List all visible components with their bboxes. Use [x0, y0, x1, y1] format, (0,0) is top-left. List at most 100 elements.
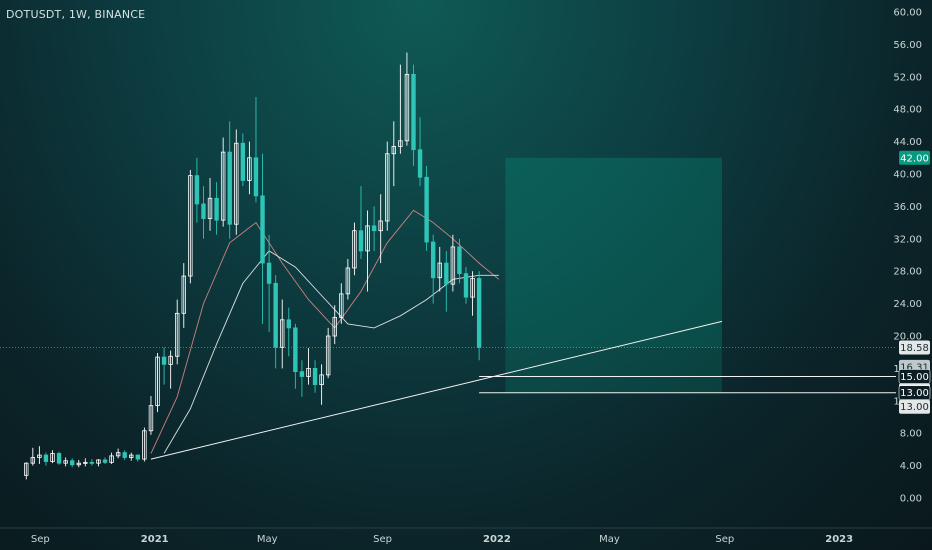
- candle: [398, 64, 403, 154]
- y-tick-label: 36.00: [893, 202, 922, 213]
- candle: [214, 182, 219, 235]
- candle-body: [398, 140, 403, 147]
- candle: [312, 360, 318, 393]
- candle-body: [69, 460, 75, 466]
- candle: [201, 186, 206, 239]
- x-tick-label: 2022: [483, 534, 511, 545]
- candle-body: [175, 312, 180, 357]
- candle-body: [30, 457, 36, 464]
- candle: [404, 52, 410, 146]
- candle-body: [181, 275, 186, 314]
- candle-body: [470, 278, 475, 298]
- candle: [411, 64, 416, 166]
- price-label: 18.58: [899, 340, 930, 355]
- candle-body: [293, 327, 298, 373]
- candle: [30, 447, 36, 466]
- candle: [365, 210, 370, 292]
- candle: [188, 169, 193, 284]
- y-tick-label: 40.00: [893, 170, 922, 181]
- candle-body: [247, 157, 252, 181]
- candle: [109, 452, 114, 464]
- candle-body: [207, 197, 213, 219]
- candle-body: [306, 367, 311, 377]
- trendline: [150, 320, 723, 460]
- candle-body: [201, 203, 206, 219]
- candle: [234, 129, 239, 235]
- candle-body: [96, 459, 101, 464]
- candle: [332, 305, 337, 345]
- candle-body: [352, 230, 357, 269]
- candle: [339, 283, 344, 324]
- candle-body: [76, 462, 81, 466]
- price-label-text: 13.00: [900, 388, 929, 399]
- candle-body: [234, 142, 239, 225]
- candle: [352, 222, 357, 276]
- candle-body: [325, 335, 331, 376]
- candle: [345, 259, 351, 300]
- price-label: 42.00: [899, 150, 930, 165]
- price-label: 13.00: [899, 399, 930, 414]
- candle: [76, 459, 81, 468]
- x-tick-label: 2021: [141, 534, 169, 545]
- candle-body: [135, 454, 141, 460]
- y-tick-label: 0.00: [900, 494, 922, 505]
- candle-body: [339, 293, 344, 318]
- candle-body: [437, 262, 442, 279]
- candle-body: [227, 151, 232, 225]
- candle-body: [411, 73, 416, 151]
- candle: [168, 350, 173, 389]
- candle: [148, 395, 154, 435]
- candle: [220, 137, 226, 227]
- candle: [89, 459, 95, 466]
- candle-body: [332, 316, 337, 337]
- candle-body: [444, 262, 449, 285]
- candle: [63, 457, 68, 467]
- y-tick-label: 52.00: [893, 72, 922, 83]
- candle-body: [102, 459, 108, 463]
- candle: [371, 206, 377, 251]
- candle: [273, 275, 278, 369]
- x-tick-label: May: [257, 534, 278, 545]
- candle: [266, 234, 272, 332]
- candle: [437, 246, 442, 292]
- candle: [96, 459, 101, 467]
- candle: [175, 299, 180, 365]
- candle-body: [319, 374, 324, 386]
- candle: [155, 353, 160, 413]
- candle: [299, 360, 305, 397]
- candle-body: [312, 367, 318, 385]
- candle: [24, 462, 29, 480]
- price-label: 13.00: [898, 385, 931, 401]
- candle: [253, 97, 259, 203]
- candle: [325, 327, 331, 379]
- moving-average-line-2: [163, 250, 499, 454]
- candle: [417, 117, 423, 187]
- candle: [43, 452, 49, 466]
- candle: [385, 141, 390, 231]
- candle: [378, 194, 383, 264]
- candle: [260, 153, 265, 324]
- candle-body: [129, 454, 134, 458]
- position-profit-zone: [505, 157, 722, 348]
- candle-body: [194, 175, 200, 205]
- y-tick-label: 20.00: [893, 332, 922, 343]
- candle: [207, 178, 213, 231]
- x-tick-label: Sep: [373, 534, 392, 545]
- candle-body: [240, 142, 246, 181]
- price-label-box: [899, 399, 930, 414]
- price-label-text: 18.58: [900, 343, 929, 354]
- y-tick-label: 60.00: [893, 8, 922, 19]
- candle: [247, 141, 252, 195]
- candle-body: [463, 273, 469, 298]
- price-label-box: [899, 150, 930, 165]
- candle-body: [214, 197, 219, 221]
- candle: [240, 133, 246, 187]
- candle-body: [260, 195, 265, 264]
- candle-body: [24, 462, 29, 476]
- candle: [358, 186, 364, 260]
- candle-body: [476, 278, 482, 348]
- candle-body: [89, 461, 95, 464]
- candle: [450, 234, 456, 292]
